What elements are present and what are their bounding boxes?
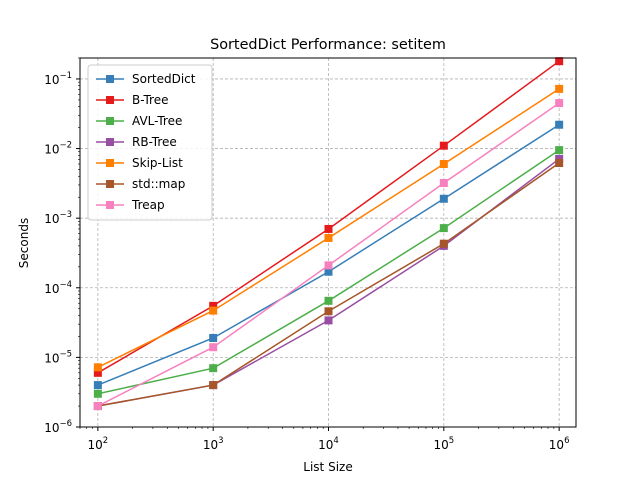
legend-marker-sorteddict <box>106 75 114 83</box>
data-point-sorteddict <box>439 194 448 203</box>
data-point-std-map <box>439 239 448 248</box>
data-point-treap <box>439 179 448 188</box>
data-point-sorteddict <box>209 333 218 342</box>
data-point-treap <box>209 343 218 352</box>
data-point-std-map <box>209 381 218 390</box>
y-tick-label: 10−3 <box>44 210 72 226</box>
data-point-skip-list <box>555 84 564 93</box>
legend-marker-std-map <box>106 180 114 188</box>
legend-marker-avl-tree <box>106 117 114 125</box>
data-point-avl-tree <box>324 296 333 305</box>
legend-label-skip-list: Skip-List <box>132 156 183 170</box>
series-avl-tree <box>93 146 564 398</box>
series-sorteddict <box>93 120 564 390</box>
series-treap <box>93 99 564 411</box>
x-tick-label: 102 <box>88 436 109 452</box>
data-point-sorteddict <box>324 267 333 276</box>
legend: SortedDict B-Tree AVL-Tree RB-Tree Skip-List… <box>87 64 213 221</box>
x-axis: 102 103 104 105 106 <box>79 427 570 452</box>
data-point-b-tree <box>93 368 102 377</box>
legend-marker-skip-list <box>106 159 114 167</box>
data-point-skip-list <box>93 363 102 372</box>
y-tick-label: 10−6 <box>44 419 72 435</box>
data-point-skip-list <box>439 160 448 169</box>
legend-marker-rb-tree <box>106 138 114 146</box>
x-tick-label: 106 <box>549 436 570 452</box>
data-point-std-map <box>555 159 564 168</box>
data-point-b-tree <box>324 224 333 233</box>
legend-marker-b-tree <box>106 96 114 104</box>
data-point-avl-tree <box>209 364 218 373</box>
y-tick-label: 10−4 <box>44 280 72 296</box>
series-b-tree <box>93 57 564 377</box>
series-skip-list <box>93 84 564 372</box>
legend-label-treap: Treap <box>131 198 165 212</box>
data-point-treap <box>93 402 102 411</box>
legend-label-rb-tree: RB-Tree <box>132 135 177 149</box>
y-tick-label: 10−1 <box>44 71 72 87</box>
y-axis-label: Seconds <box>17 218 31 268</box>
data-point-avl-tree <box>439 224 448 233</box>
data-point-std-map <box>324 307 333 316</box>
legend-label-std-map: std::map <box>132 177 185 191</box>
data-point-rb-tree <box>555 154 564 163</box>
data-point-b-tree <box>209 301 218 310</box>
legend-label-sorteddict: SortedDict <box>132 72 196 86</box>
data-point-sorteddict <box>555 120 564 129</box>
x-tick-label: 103 <box>203 436 224 452</box>
data-point-skip-list <box>209 306 218 315</box>
chart-title: SortedDict Performance: setitem <box>210 37 446 53</box>
data-point-b-tree <box>439 141 448 150</box>
data-point-avl-tree <box>555 146 564 155</box>
data-point-treap <box>324 261 333 270</box>
x-tick-label: 104 <box>318 436 339 452</box>
x-axis-label: List Size <box>303 460 352 474</box>
data-point-sorteddict <box>93 381 102 390</box>
plot-frame <box>79 57 577 428</box>
legend-label-b-tree: B-Tree <box>132 93 168 107</box>
legend-box <box>87 64 213 221</box>
data-point-treap <box>555 99 564 108</box>
y-tick-label: 10−5 <box>44 349 72 365</box>
legend-label-avl-tree: AVL-Tree <box>132 114 182 128</box>
data-point-avl-tree <box>93 389 102 398</box>
data-point-b-tree <box>555 57 564 66</box>
y-tick-label: 10−2 <box>44 141 72 157</box>
legend-marker-treap <box>106 201 114 209</box>
y-axis: 10−6 10−5 10−4 10−3 10−2 10−1 <box>44 57 80 435</box>
data-point-rb-tree <box>324 316 333 325</box>
series-layer <box>93 57 564 411</box>
data-point-skip-list <box>324 233 333 242</box>
x-tick-label: 105 <box>433 436 454 452</box>
